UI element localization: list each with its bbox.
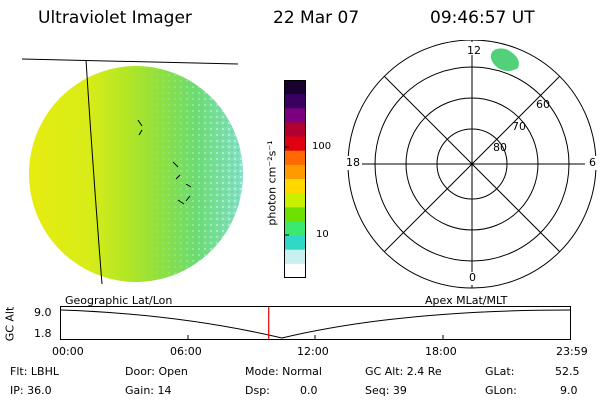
mlt-label-0: 0 — [469, 271, 476, 284]
mlt-label-6: 6 — [589, 156, 596, 169]
colorbar-segment — [284, 235, 306, 251]
xtick-1200: 12:00 — [297, 345, 329, 358]
colorbar-segment — [284, 108, 306, 124]
xtick-0600: 06:00 — [170, 345, 202, 358]
info-seq: Seq: 39 — [365, 384, 407, 397]
colorbar-segment — [284, 122, 306, 138]
info-dsp-value: 0.0 — [300, 384, 318, 397]
colorbar-segment — [284, 263, 306, 278]
polar-diagonal-2 — [383, 75, 561, 253]
colorbar-segment — [284, 150, 306, 166]
xtick-2359: 23:59 — [556, 345, 588, 358]
colorbar-segment — [284, 136, 306, 152]
timeline-right-title: Apex MLat/MLT — [425, 294, 508, 307]
info-mode: Mode: Normal — [245, 365, 322, 378]
colorbar-segment — [284, 164, 306, 180]
lat-label-80: 80 — [493, 141, 507, 154]
mlt-label-18: 18 — [346, 156, 360, 169]
horizon-line — [21, 58, 239, 65]
info-dsp-label: Dsp: — [245, 384, 270, 397]
timeline-ytick-top: 9.0 — [34, 306, 52, 319]
date-label: 22 Mar 07 — [273, 8, 360, 28]
info-gc-alt: GC Alt: 2.4 Re — [365, 365, 442, 378]
app-title: Ultraviolet Imager — [38, 8, 192, 28]
colorbar-segment — [284, 249, 306, 265]
colorbar-segment — [284, 207, 306, 223]
coastline-marks — [137, 119, 192, 205]
mlt-label-12: 12 — [467, 44, 481, 57]
xtick-0000: 00:00 — [52, 345, 84, 358]
colorbar-segment — [284, 94, 306, 109]
meridian-line — [85, 59, 103, 285]
lat-label-70: 70 — [512, 120, 526, 133]
colorbar — [284, 80, 306, 278]
info-glat-value: 52.5 — [555, 365, 580, 378]
info-filter: Flt: LBHL — [10, 365, 59, 378]
colorbar-segment — [284, 221, 306, 237]
info-glat-label: GLat: — [485, 365, 515, 378]
aurora-patch — [490, 48, 519, 71]
earth-image — [21, 58, 243, 285]
polar-plot — [346, 40, 597, 289]
info-glon-label: GLon: — [485, 384, 517, 397]
altitude-timeline[interactable] — [60, 306, 574, 342]
info-glon-value: 9.0 — [560, 384, 578, 397]
info-ip: IP: 36.0 — [10, 384, 52, 397]
timeline-ytick-bottom: 1.8 — [34, 327, 52, 340]
info-gain: Gain: 14 — [125, 384, 172, 397]
xtick-1800: 18:00 — [425, 345, 457, 358]
colorbar-unit-label: photon cm⁻²s⁻¹ — [265, 140, 279, 226]
altitude-curve — [60, 309, 571, 339]
colorbar-segment — [284, 179, 306, 194]
timeline-ylabel: GC Alt — [3, 306, 17, 342]
colorbar-tick-10: 10 — [316, 229, 329, 240]
info-door: Door: Open — [125, 365, 188, 378]
colorbar-segment — [284, 80, 306, 95]
colorbar-segment — [284, 193, 306, 208]
time-label: 09:46:57 UT — [430, 8, 535, 28]
lat-label-60: 60 — [536, 98, 550, 111]
colorbar-tick-100: 100 — [312, 141, 332, 152]
timeline-left-title: Geographic Lat/Lon — [65, 294, 173, 307]
